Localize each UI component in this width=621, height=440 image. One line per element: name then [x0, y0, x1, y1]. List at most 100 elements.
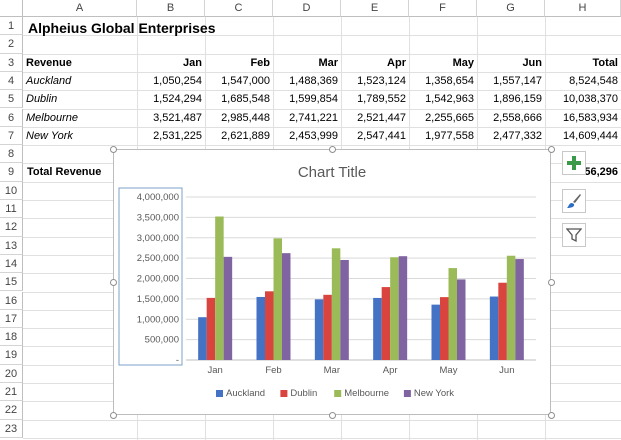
revenue-value[interactable]: 1,488,369 — [289, 74, 338, 87]
chart-resize-handle-tr[interactable] — [548, 146, 555, 153]
chart-resize-handle-mr[interactable] — [548, 279, 555, 286]
row-header-7[interactable]: 7 — [0, 126, 23, 146]
revenue-value[interactable]: 2,558,666 — [493, 111, 542, 124]
revenue-value[interactable]: 2,741,221 — [289, 111, 338, 124]
column-header-e[interactable]: E — [341, 0, 409, 17]
column-header-h[interactable]: H — [545, 0, 621, 17]
select-all-corner[interactable] — [0, 0, 23, 17]
column-header-b[interactable]: B — [137, 0, 205, 17]
revenue-value[interactable]: 1,050,254 — [153, 74, 202, 87]
header-cell-revenue[interactable]: Revenue — [26, 56, 72, 69]
chart-resize-handle-tl[interactable] — [110, 146, 117, 153]
chart-resize-handle-bm[interactable] — [329, 412, 336, 419]
row-header-22[interactable]: 22 — [0, 401, 23, 420]
bar-dublin-jan — [206, 297, 216, 360]
header-cell-apr[interactable]: Apr — [387, 56, 406, 69]
revenue-value[interactable]: 1,599,854 — [289, 93, 338, 106]
header-cell-jun[interactable]: Jun — [522, 56, 542, 69]
row-header-9[interactable]: 9 — [0, 163, 23, 182]
revenue-value[interactable]: 2,985,448 — [221, 111, 270, 124]
legend-label-dublin: Dublin — [290, 388, 317, 399]
row-header-20[interactable]: 20 — [0, 364, 23, 383]
chart-filters-button[interactable] — [562, 223, 586, 247]
chart-resize-handle-ml[interactable] — [110, 279, 117, 286]
row-header-15[interactable]: 15 — [0, 273, 23, 292]
revenue-value[interactable]: 1,547,000 — [221, 74, 270, 87]
revenue-value[interactable]: 2,521,447 — [357, 111, 406, 124]
revenue-value[interactable]: 8,524,548 — [569, 74, 618, 87]
row-header-14[interactable]: 14 — [0, 254, 23, 274]
row-header-6[interactable]: 6 — [0, 108, 23, 127]
row-header-19[interactable]: 19 — [0, 346, 23, 365]
revenue-value[interactable]: 14,609,444 — [562, 129, 618, 142]
row-header-8[interactable]: 8 — [0, 145, 23, 164]
header-cell-feb[interactable]: Feb — [250, 56, 270, 69]
row-header-5[interactable]: 5 — [0, 90, 23, 109]
chart-resize-handle-bl[interactable] — [110, 412, 117, 419]
legend-swatch-dublin — [280, 390, 288, 397]
row-header-4[interactable]: 4 — [0, 71, 23, 91]
revenue-value[interactable]: 2,531,225 — [153, 129, 202, 142]
row-header-21[interactable]: 21 — [0, 383, 23, 402]
sheet-title[interactable]: Alpheius Global Enterprises — [28, 20, 216, 36]
column-header-a[interactable]: A — [23, 0, 137, 17]
bar-auckland-jun — [489, 296, 499, 360]
row-header-2[interactable]: 2 — [0, 35, 23, 54]
row-header-3[interactable]: 3 — [0, 53, 23, 72]
chart-elements-button[interactable] — [562, 151, 586, 175]
revenue-value[interactable]: 1,524,294 — [153, 93, 202, 106]
legend-label-new-york: New York — [414, 388, 454, 399]
city-label[interactable]: Melbourne — [26, 111, 78, 124]
revenue-value[interactable]: 2,477,332 — [493, 129, 542, 142]
revenue-value[interactable]: 2,453,999 — [289, 129, 338, 142]
header-cell-jan[interactable]: Jan — [183, 56, 202, 69]
bar-new-york-mar — [340, 259, 349, 360]
row-header-1[interactable]: 1 — [0, 17, 23, 36]
revenue-value[interactable]: 2,547,441 — [357, 129, 406, 142]
revenue-value[interactable]: 1,557,147 — [493, 74, 542, 87]
clustered-column-chart[interactable]: Chart Title 4,000,000 3,500,000 3,000,000 2,… — [113, 149, 551, 415]
bar-dublin-mar — [323, 294, 332, 360]
column-header-d[interactable]: D — [273, 0, 341, 17]
total-revenue-label[interactable]: Total Revenue — [27, 166, 102, 178]
column-header-g[interactable]: G — [477, 0, 545, 17]
header-cell-may[interactable]: May — [452, 56, 474, 69]
column-header-f[interactable]: F — [409, 0, 477, 17]
revenue-value[interactable]: 2,621,889 — [221, 129, 270, 142]
row-header-11[interactable]: 11 — [0, 200, 23, 219]
column-header-c[interactable]: C — [205, 0, 273, 17]
city-label[interactable]: Dublin — [26, 93, 58, 106]
total-revenue-value[interactable]: 56,296 — [551, 163, 621, 181]
revenue-value[interactable]: 1,685,548 — [221, 93, 270, 106]
chart-title: Chart Title — [298, 164, 366, 181]
revenue-value[interactable]: 16,583,934 — [562, 111, 618, 124]
revenue-value[interactable]: 1,542,963 — [425, 93, 474, 106]
city-label[interactable]: New York — [26, 129, 73, 142]
row-header-12[interactable]: 12 — [0, 218, 23, 237]
revenue-value[interactable]: 1,896,159 — [493, 93, 542, 106]
row-header-10[interactable]: 10 — [0, 181, 23, 200]
chart-resize-handle-tm[interactable] — [329, 146, 336, 153]
row-header-18[interactable]: 18 — [0, 328, 23, 347]
header-cell-mar[interactable]: Mar — [318, 56, 338, 69]
revenue-value[interactable]: 3,521,487 — [153, 111, 202, 124]
legend-label-melbourne: Melbourne — [344, 388, 389, 399]
chart-styles-button[interactable] — [562, 189, 586, 213]
revenue-value[interactable]: 2,255,665 — [425, 111, 474, 124]
revenue-value[interactable]: 1,358,654 — [425, 74, 474, 87]
city-label[interactable]: Auckland — [26, 74, 72, 87]
header-cell-total[interactable]: Total — [592, 56, 618, 69]
y-tick-label: - — [176, 355, 179, 366]
revenue-value[interactable]: 1,523,124 — [357, 74, 406, 87]
revenue-value[interactable]: 1,977,558 — [425, 129, 474, 142]
row-header-17[interactable]: 17 — [0, 309, 23, 329]
row-header-13[interactable]: 13 — [0, 236, 23, 255]
gridline-horizontal — [23, 419, 621, 421]
row-header-23[interactable]: 23 — [0, 419, 23, 438]
filter-icon — [566, 228, 582, 243]
y-tick-label: 2,000,000 — [137, 274, 179, 285]
revenue-value[interactable]: 10,038,370 — [562, 93, 618, 106]
revenue-value[interactable]: 1,789,552 — [357, 93, 406, 106]
chart-resize-handle-br[interactable] — [548, 412, 555, 419]
row-header-16[interactable]: 16 — [0, 291, 23, 310]
